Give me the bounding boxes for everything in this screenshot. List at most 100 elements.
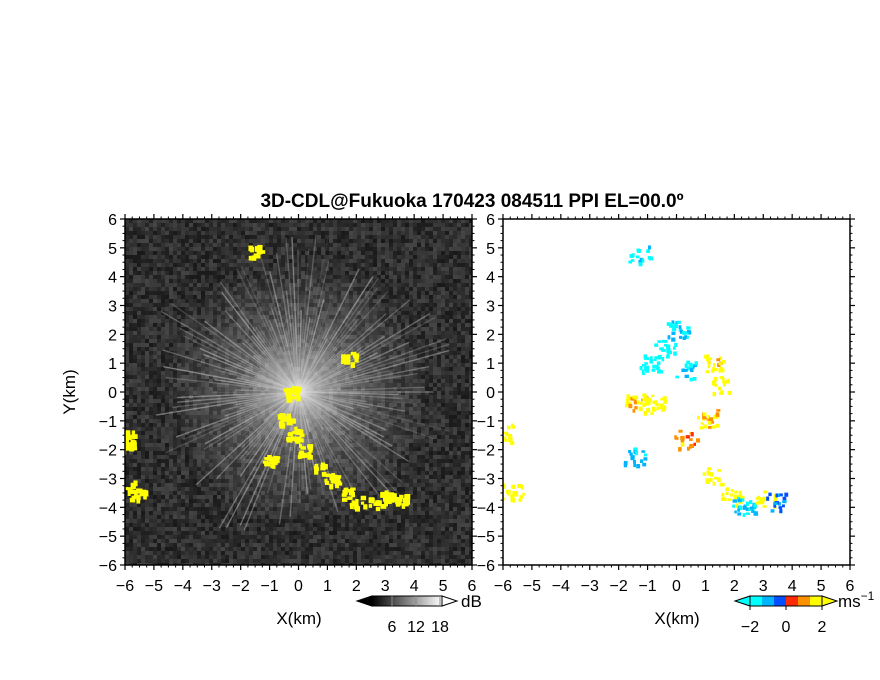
noise-cell [213,259,217,263]
noise-cell [137,351,141,355]
noise-cell [461,219,465,223]
noise-cell [165,295,169,299]
noise-cell [149,415,153,419]
noise-cell [457,383,461,387]
noise-cell [449,411,453,415]
noise-cell [421,315,425,319]
noise-cell [469,315,472,319]
noise-cell [377,247,381,251]
noise-cell [229,275,233,279]
noise-cell [173,263,177,267]
noise-cell [133,283,137,287]
noise-cell [145,271,149,275]
noise-cell [129,415,133,419]
noise-cell [389,275,393,279]
noise-cell [437,423,441,427]
noise-cell [173,307,177,311]
noise-cell [317,227,321,231]
noise-cell [269,219,273,223]
noise-cell [409,291,413,295]
noise-cell [449,419,453,423]
noise-cell [157,259,161,263]
noise-cell [193,231,197,235]
noise-cell [309,247,313,251]
noise-cell [445,419,449,423]
noise-cell [353,267,357,271]
noise-cell [449,219,453,223]
noise-cell [129,307,133,311]
noise-cell [129,395,133,399]
noise-cell [169,303,173,307]
noise-cell [433,331,437,335]
noise-cell [177,303,181,307]
noise-cell [353,263,357,267]
noise-cell [249,235,253,239]
noise-cell [401,275,405,279]
noise-cell [209,259,213,263]
noise-cell [173,435,177,439]
noise-cell [449,399,453,403]
noise-cell [157,231,161,235]
noise-cell [469,291,472,295]
noise-cell [373,227,377,231]
noise-cell [437,383,441,387]
noise-cell [201,291,205,295]
noise-cell [153,311,157,315]
noise-cell [165,347,169,351]
noise-cell [365,275,369,279]
noise-cell [465,283,469,287]
noise-cell [129,407,133,411]
noise-cell [437,323,441,327]
noise-cell [277,247,281,251]
noise-cell [273,223,277,227]
noise-cell [461,323,465,327]
noise-cell [185,275,189,279]
noise-cell [157,275,161,279]
noise-cell [157,311,161,315]
noise-cell [153,371,157,375]
noise-cell [189,231,193,235]
noise-cell [161,331,165,335]
noise-cell [165,447,169,451]
noise-cell [373,251,377,255]
noise-cell [257,239,261,243]
noise-cell [325,227,329,231]
noise-cell [445,407,449,411]
noise-cell [465,307,469,311]
noise-cell [129,387,133,391]
noise-cell [137,391,141,395]
noise-cell [141,407,145,411]
noise-cell [421,431,425,435]
noise-cell [441,263,445,267]
noise-cell [145,367,149,371]
noise-cell [425,311,429,315]
noise-cell [305,223,309,227]
noise-cell [217,219,221,223]
noise-cell [205,259,209,263]
noise-cell [465,243,469,247]
noise-cell [269,223,273,227]
noise-cell [129,367,133,371]
noise-cell [141,447,145,451]
noise-cell [277,251,281,255]
noise-cell [457,395,461,399]
noise-cell [469,395,472,399]
noise-cell [157,227,161,231]
noise-cell [125,251,129,255]
noise-cell [237,251,241,255]
noise-cell [453,307,457,311]
noise-cell [133,287,137,291]
noise-cell [165,379,169,383]
noise-cell [433,371,437,375]
noise-cell [317,247,321,251]
noise-cell [193,303,197,307]
noise-cell [133,319,137,323]
noise-cell [141,347,145,351]
noise-cell [441,243,445,247]
noise-cell [413,235,417,239]
noise-cell [217,271,221,275]
noise-cell [409,219,413,223]
noise-cell [457,255,461,259]
noise-cell [409,319,413,323]
noise-cell [429,383,433,387]
